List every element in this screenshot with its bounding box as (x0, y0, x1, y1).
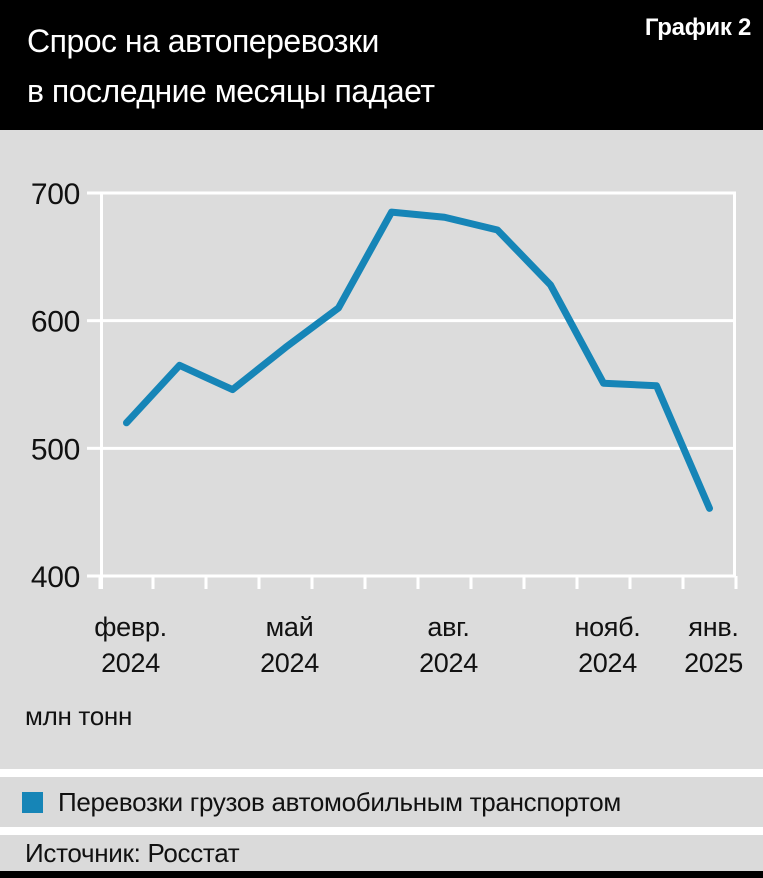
svg-text:2024: 2024 (260, 648, 319, 678)
svg-text:2024: 2024 (419, 648, 478, 678)
source-text: Источник: Росстат (25, 837, 240, 868)
legend-swatch-icon (22, 791, 43, 813)
line-chart: 400 500 600 700 февр. 2024 май 2024 авг. 2024 нояб… (0, 130, 763, 695)
source: Источник: Росстат (0, 835, 763, 871)
data-line (123, 208, 713, 512)
svg-text:600: 600 (31, 306, 80, 339)
svg-text:авг.: авг. (427, 612, 469, 642)
chart-number-label: График 2 (644, 14, 751, 41)
svg-text:2025: 2025 (684, 648, 743, 678)
divider (0, 769, 763, 777)
chart-plot-svg: 400 500 600 700 февр. 2024 май 2024 авг. 2024 нояб… (31, 178, 743, 678)
svg-text:янв.: янв. (688, 612, 738, 642)
svg-text:2024: 2024 (101, 648, 160, 678)
legend-label: Перевозки грузов автомобильным транспорт… (58, 786, 621, 817)
svg-text:2024: 2024 (578, 648, 637, 678)
svg-text:500: 500 (31, 433, 80, 466)
svg-text:нояб.: нояб. (574, 612, 640, 642)
divider (0, 827, 763, 835)
svg-text:400: 400 (31, 561, 80, 594)
svg-text:февр.: февр. (94, 612, 167, 642)
svg-text:май: май (266, 612, 314, 642)
svg-text:700: 700 (31, 178, 80, 211)
legend: Перевозки грузов автомобильным транспорт… (0, 777, 763, 827)
unit-label: млн тонн (25, 701, 133, 731)
bottom-bar (0, 871, 763, 878)
chart-title: Спрос на автоперевозки в последние месяц… (27, 23, 435, 109)
header: Спрос на автоперевозки в последние месяц… (0, 0, 763, 130)
